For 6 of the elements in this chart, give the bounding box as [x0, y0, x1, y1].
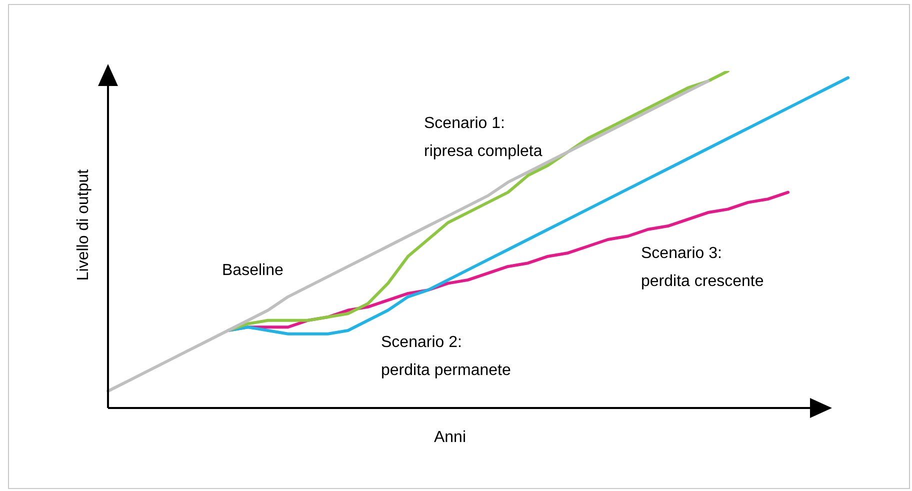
series-label: Scenario 3: perdita crescente: [641, 245, 764, 290]
series-label: Baseline: [222, 262, 284, 279]
series-label: Scenario 1: ripresa completa: [424, 115, 542, 160]
series-label: Scenario 2: perdita permanete: [381, 334, 511, 379]
y-axis-title: Livello di output: [75, 168, 92, 281]
x-axis-title: Anni: [434, 429, 466, 446]
